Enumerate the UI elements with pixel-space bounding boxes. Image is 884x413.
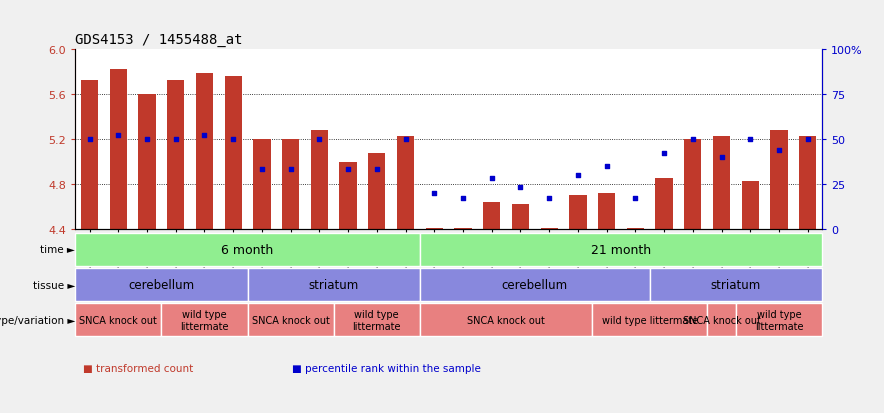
Point: [255, 166, 269, 173]
Bar: [254, 140, 271, 229]
Text: wild type
littermate: wild type littermate: [180, 309, 229, 331]
Point: [772, 147, 786, 154]
Point: [427, 190, 441, 197]
Bar: [75, 233, 420, 266]
Bar: [650, 268, 822, 301]
Point: [399, 136, 413, 143]
Text: tissue ►: tissue ►: [33, 280, 75, 290]
Bar: [225, 76, 242, 229]
Point: [714, 154, 728, 161]
Bar: [569, 195, 587, 229]
Point: [657, 150, 671, 157]
Bar: [656, 179, 673, 229]
Bar: [369, 154, 385, 229]
Point: [197, 133, 211, 139]
Bar: [454, 228, 472, 229]
Text: 21 month: 21 month: [591, 243, 652, 256]
Text: GDS4153 / 1455488_at: GDS4153 / 1455488_at: [75, 33, 242, 47]
Text: SNCA knock out: SNCA knock out: [80, 315, 157, 325]
Bar: [684, 140, 702, 229]
Text: wild type
littermate: wild type littermate: [353, 309, 401, 331]
Text: SNCA knock out: SNCA knock out: [682, 315, 760, 325]
Point: [599, 163, 613, 170]
Point: [111, 133, 126, 139]
Point: [542, 195, 556, 202]
Bar: [196, 74, 213, 229]
Point: [514, 185, 528, 191]
Bar: [75, 268, 248, 301]
Point: [284, 166, 298, 173]
Bar: [707, 304, 736, 337]
Bar: [627, 228, 644, 229]
Text: SNCA knock out: SNCA knock out: [467, 315, 545, 325]
Text: time ►: time ►: [41, 245, 75, 255]
Bar: [420, 268, 650, 301]
Bar: [598, 193, 615, 229]
Text: wild type
littermate: wild type littermate: [755, 309, 804, 331]
Text: 6 month: 6 month: [221, 243, 274, 256]
Text: cerebellum: cerebellum: [502, 278, 568, 292]
Text: striatum: striatum: [309, 278, 359, 292]
Bar: [420, 233, 822, 266]
Bar: [139, 95, 156, 229]
Bar: [248, 304, 334, 337]
Point: [82, 136, 96, 143]
Text: striatum: striatum: [711, 278, 761, 292]
Bar: [713, 137, 730, 229]
Bar: [81, 81, 98, 229]
Point: [226, 136, 240, 143]
Point: [629, 195, 643, 202]
Bar: [420, 304, 592, 337]
Text: cerebellum: cerebellum: [128, 278, 194, 292]
Bar: [426, 228, 443, 229]
Point: [169, 136, 183, 143]
Text: ■ percentile rank within the sample: ■ percentile rank within the sample: [292, 363, 481, 374]
Bar: [736, 304, 822, 337]
Text: wild type littermate: wild type littermate: [602, 315, 697, 325]
Point: [456, 195, 470, 202]
Bar: [311, 131, 328, 229]
Bar: [334, 304, 420, 337]
Text: genotype/variation ►: genotype/variation ►: [0, 315, 75, 325]
Bar: [397, 137, 414, 229]
Bar: [592, 304, 707, 337]
Point: [801, 136, 815, 143]
Point: [743, 136, 758, 143]
Bar: [282, 140, 300, 229]
Bar: [742, 182, 759, 229]
Bar: [75, 304, 161, 337]
Point: [484, 176, 499, 182]
Bar: [484, 202, 500, 229]
Text: ■ transformed count: ■ transformed count: [82, 363, 193, 374]
Point: [571, 172, 585, 179]
Point: [140, 136, 154, 143]
Bar: [512, 204, 529, 229]
Point: [341, 166, 355, 173]
Bar: [339, 163, 357, 229]
Bar: [248, 268, 420, 301]
Bar: [162, 304, 248, 337]
Bar: [541, 228, 558, 229]
Bar: [799, 137, 817, 229]
Text: SNCA knock out: SNCA knock out: [252, 315, 330, 325]
Bar: [167, 81, 185, 229]
Bar: [771, 131, 788, 229]
Point: [686, 136, 700, 143]
Point: [370, 166, 384, 173]
Point: [312, 136, 326, 143]
Bar: [110, 70, 127, 229]
